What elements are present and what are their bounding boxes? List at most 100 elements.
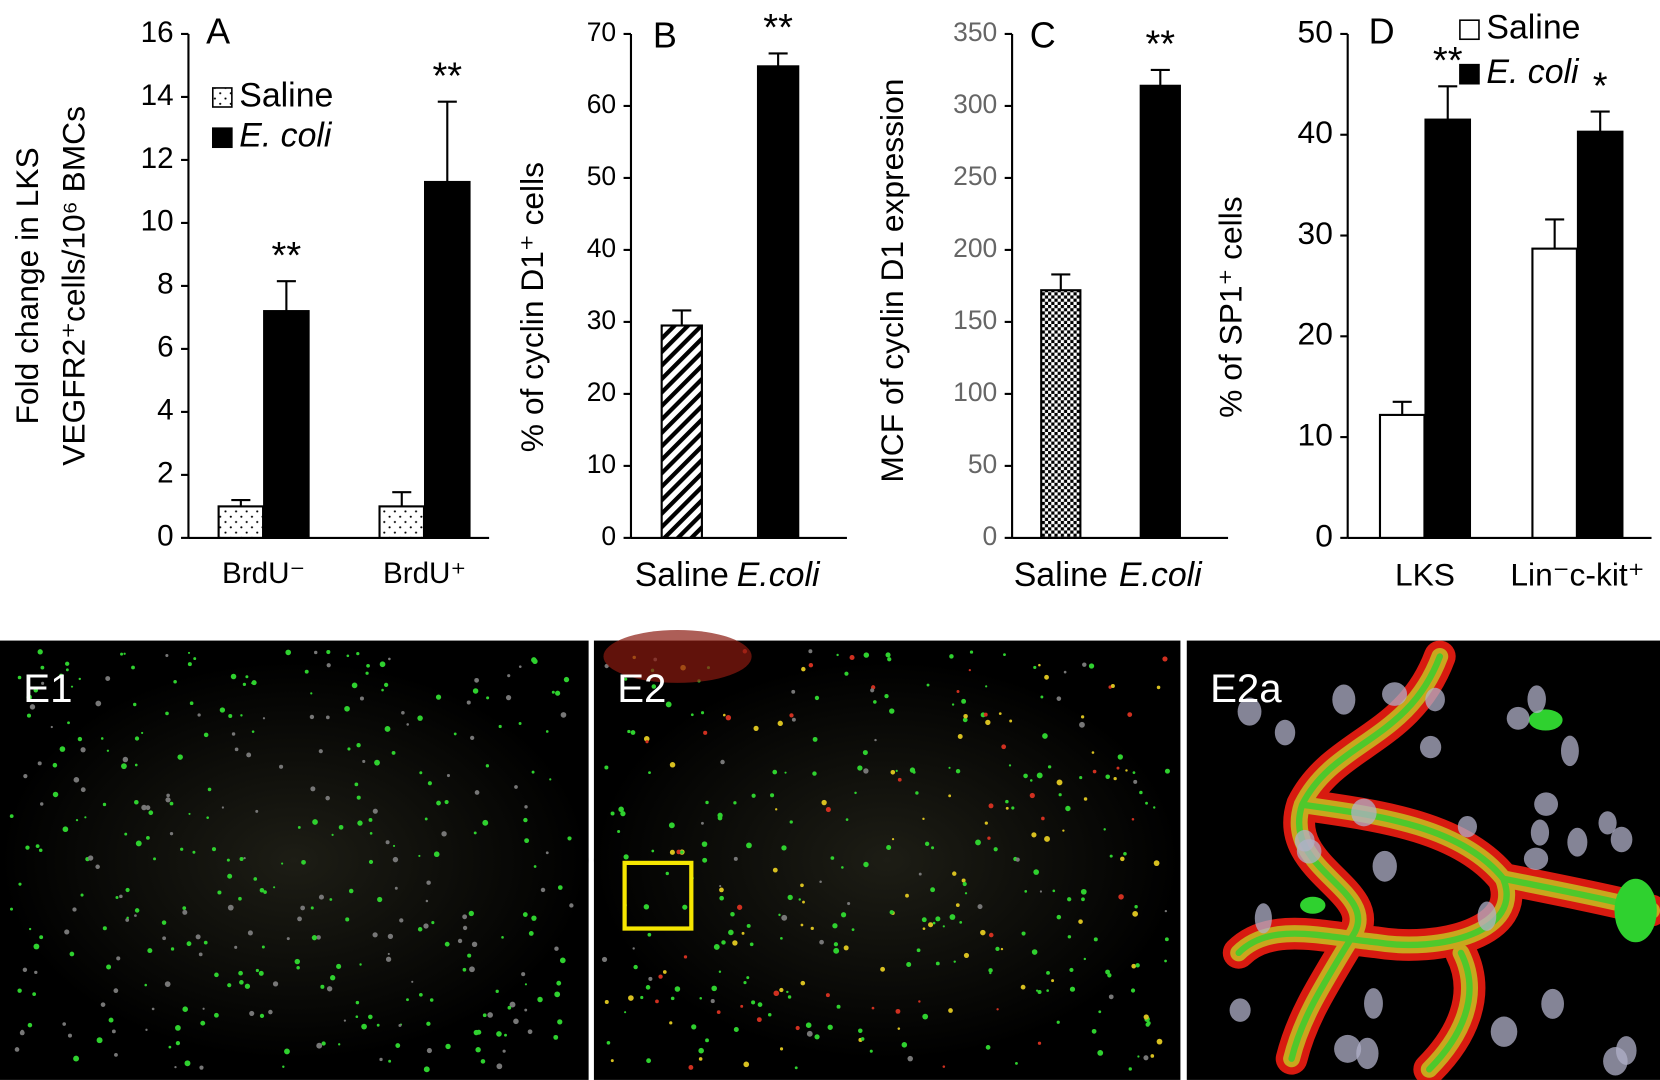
cell-dot bbox=[180, 847, 184, 851]
cell-dot bbox=[949, 914, 956, 920]
cell-dot bbox=[931, 846, 935, 850]
cell-dot bbox=[135, 840, 142, 847]
cell-dot bbox=[531, 770, 535, 774]
cell-dot bbox=[417, 715, 423, 721]
y-tick-label: 350 bbox=[953, 17, 997, 47]
cell-dot bbox=[1080, 888, 1087, 895]
cell-dot bbox=[1078, 919, 1083, 924]
bar bbox=[378, 505, 426, 539]
cell-dot bbox=[964, 892, 968, 895]
cell-dot bbox=[394, 886, 398, 890]
cell-dot bbox=[166, 793, 170, 798]
cell-dot bbox=[670, 996, 675, 1001]
significance-label: ** bbox=[1433, 40, 1463, 82]
cell-dot bbox=[120, 652, 124, 656]
cell-dot bbox=[262, 717, 266, 720]
cell-dot bbox=[567, 836, 572, 841]
cell-dot bbox=[102, 926, 107, 931]
cell-dot bbox=[1015, 857, 1020, 862]
cell-dot bbox=[849, 654, 855, 660]
cell-dot bbox=[173, 680, 177, 684]
cell-dot bbox=[791, 689, 796, 694]
y-tick-label: 50 bbox=[587, 161, 616, 191]
cell-dot bbox=[985, 685, 988, 688]
cell-dot bbox=[961, 878, 966, 883]
cell-dot bbox=[1143, 1055, 1149, 1061]
cell-dot bbox=[186, 941, 192, 947]
cell-dot bbox=[125, 918, 130, 922]
cell-dot bbox=[524, 805, 528, 809]
cell-dot bbox=[368, 1014, 373, 1020]
cell-dot bbox=[1083, 957, 1087, 961]
cell-dot bbox=[1139, 790, 1143, 795]
cell-dot bbox=[1041, 816, 1045, 821]
cell-dot bbox=[553, 1034, 559, 1040]
cell-dot bbox=[487, 1012, 493, 1018]
cell-dot bbox=[431, 921, 435, 925]
nucleus bbox=[1541, 988, 1564, 1019]
cell-dot bbox=[767, 1012, 772, 1017]
cell-dot bbox=[374, 759, 380, 766]
cell-dot bbox=[646, 1058, 652, 1064]
y-tick-label: 20 bbox=[1298, 316, 1333, 352]
y-axis-label: Fold change in LKS bbox=[9, 147, 45, 424]
cell-dot bbox=[798, 898, 801, 901]
cell-dot bbox=[131, 665, 135, 670]
cell-dot bbox=[480, 1059, 486, 1064]
bar bbox=[1378, 413, 1426, 539]
cell-dot bbox=[891, 838, 895, 841]
cell-dot bbox=[779, 987, 784, 993]
cell-dot bbox=[203, 732, 209, 738]
cell-dot bbox=[522, 912, 528, 917]
cell-dot bbox=[1079, 721, 1085, 728]
cell-dot bbox=[786, 990, 789, 994]
cell-dot bbox=[1091, 751, 1095, 754]
cell-dot bbox=[468, 910, 474, 917]
y-tick-label: 40 bbox=[587, 233, 616, 263]
cell-dot bbox=[357, 820, 363, 826]
error-bar bbox=[1051, 273, 1071, 291]
cell-dot bbox=[669, 849, 675, 855]
cell-dot bbox=[1091, 1028, 1097, 1034]
cell-dot bbox=[435, 694, 442, 700]
cell-dot bbox=[417, 927, 423, 932]
cell-dot bbox=[134, 908, 140, 913]
cell-dot bbox=[844, 671, 849, 676]
y-tick-label: 0 bbox=[601, 521, 616, 551]
cell-dot bbox=[182, 909, 188, 915]
cell-dot bbox=[147, 948, 153, 954]
cell-dot bbox=[1001, 744, 1007, 750]
cell-dot bbox=[772, 769, 778, 775]
cell-dot bbox=[810, 926, 814, 930]
cell-dot bbox=[64, 929, 70, 935]
cell-dot bbox=[524, 983, 528, 986]
cell-dot bbox=[187, 651, 191, 654]
cell-dot bbox=[833, 942, 839, 947]
y-tick-label: 4 bbox=[157, 394, 173, 427]
cell-dot bbox=[988, 968, 993, 973]
cell-dot bbox=[733, 1027, 739, 1032]
bar bbox=[1424, 118, 1472, 539]
cell-dot bbox=[457, 938, 463, 944]
error-bar bbox=[392, 491, 412, 507]
cell-dot bbox=[496, 1063, 503, 1070]
error-bar bbox=[276, 280, 296, 312]
cell-dot bbox=[195, 934, 201, 940]
y-tick-label: 10 bbox=[1298, 416, 1333, 452]
cell-dot bbox=[740, 1004, 744, 1008]
cell-dot bbox=[50, 725, 53, 729]
cell-dot bbox=[921, 917, 927, 923]
cell-dot bbox=[1116, 766, 1120, 770]
cell-dot bbox=[863, 861, 869, 868]
cell-dot bbox=[240, 714, 243, 717]
cell-dot bbox=[462, 914, 468, 920]
cell-dot bbox=[643, 736, 650, 742]
cell-dot bbox=[495, 989, 499, 994]
cell-dot bbox=[165, 654, 169, 658]
cell-dot bbox=[651, 684, 657, 689]
cell-dot bbox=[922, 817, 925, 821]
cell-dot bbox=[873, 700, 877, 704]
cell-dot bbox=[730, 911, 735, 917]
legend-swatch bbox=[211, 127, 233, 149]
nucleus bbox=[1425, 687, 1445, 712]
